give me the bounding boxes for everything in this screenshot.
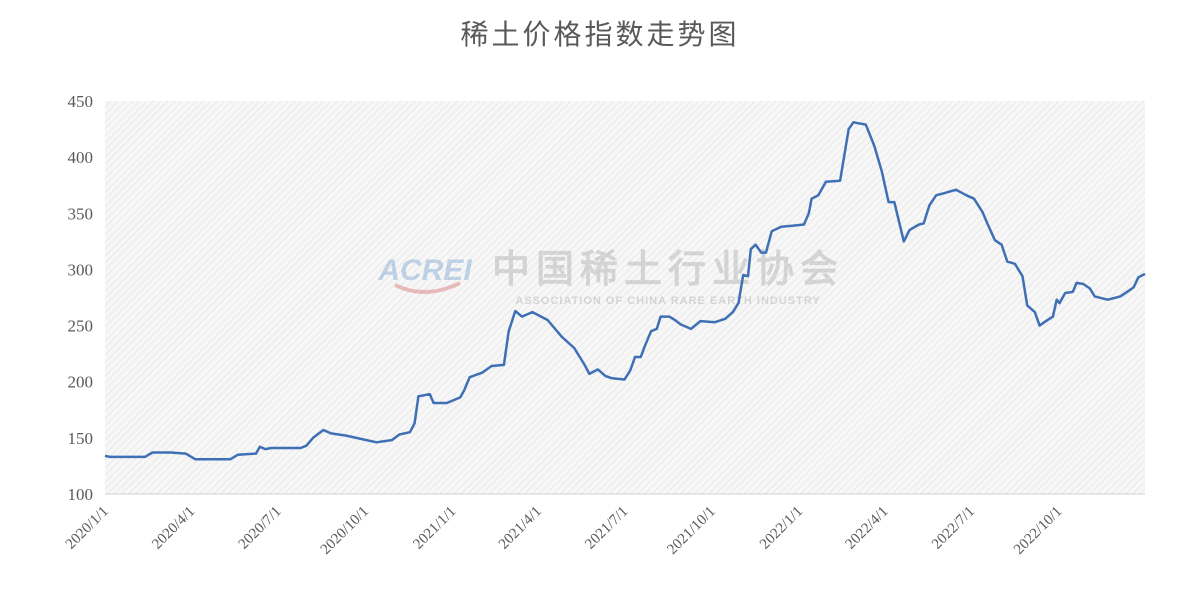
- chart-title: 稀土价格指数走势图: [460, 19, 739, 51]
- watermark-swoosh: [394, 281, 461, 295]
- y-tick-label: 100: [68, 485, 94, 504]
- plot-area: [105, 101, 1145, 494]
- x-tick-label: 2021/1/1: [410, 504, 459, 553]
- y-tick-label: 300: [68, 260, 94, 279]
- x-tick-label: 2020/10/1: [318, 504, 372, 558]
- y-tick-label: 450: [68, 92, 94, 111]
- x-tick-label: 2022/1/1: [757, 504, 806, 553]
- watermark: ACREI 中国稀土行业协会 ASSOCIATION OF CHINA RARE…: [377, 249, 844, 307]
- x-tick-label: 2020/4/1: [149, 504, 198, 553]
- watermark-name: 中国稀土行业协会: [492, 249, 844, 291]
- x-tick-label: 2020/7/1: [236, 504, 285, 553]
- x-tick-label: 2022/7/1: [929, 504, 978, 553]
- x-tick-label: 2022/4/1: [843, 504, 892, 553]
- x-tick-label: 2021/7/1: [582, 504, 631, 553]
- x-tick-label: 2021/4/1: [496, 504, 545, 553]
- price-line: [104, 121, 1146, 461]
- y-tick-label: 150: [68, 429, 94, 448]
- y-tick-label: 200: [68, 373, 94, 392]
- x-tick-label: 2022/10/1: [1011, 504, 1065, 558]
- x-tick-label: 2021/10/1: [664, 504, 718, 558]
- watermark-name-en: ASSOCIATION OF CHINA RARE EARTH INDUSTRY: [515, 295, 820, 307]
- y-tick-label: 250: [68, 317, 94, 336]
- y-tick-label: 400: [68, 148, 94, 167]
- x-tick-label: 2020/1/1: [63, 504, 112, 553]
- watermark-logo: ACREI: [377, 254, 472, 287]
- y-tick-label: 350: [68, 204, 94, 223]
